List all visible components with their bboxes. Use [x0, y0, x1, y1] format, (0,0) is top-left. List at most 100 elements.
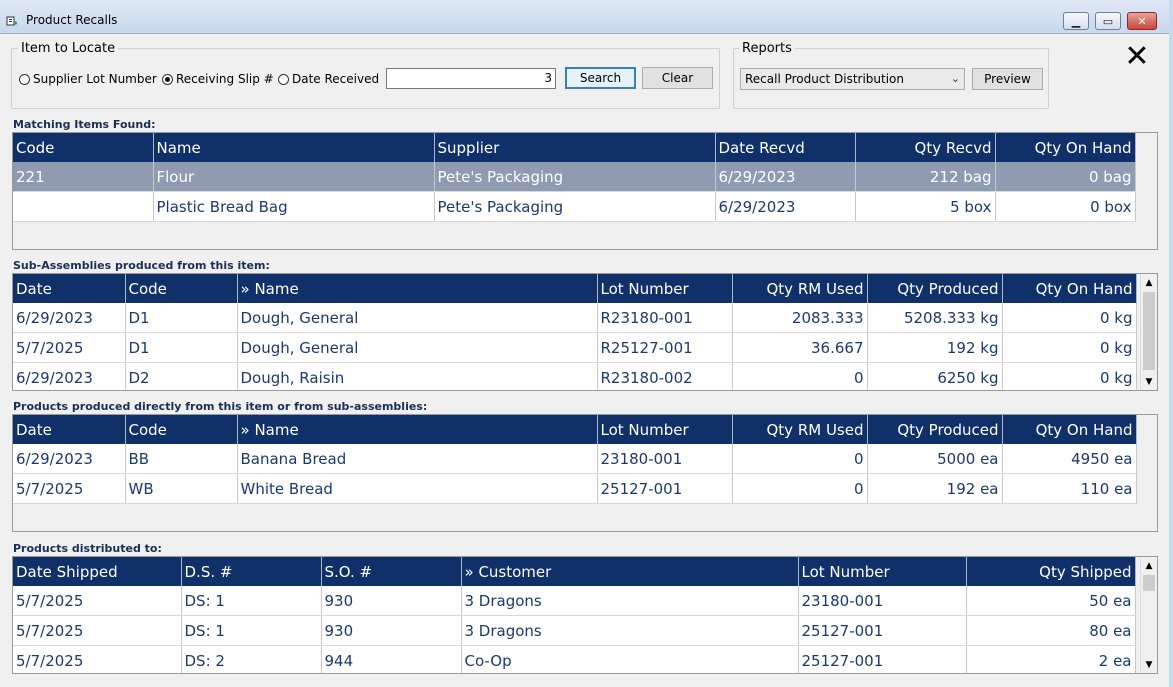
cell: White Bread: [237, 473, 598, 504]
col-header[interactable]: Date Shipped: [13, 557, 182, 586]
col-header[interactable]: Qty On Hand: [1002, 415, 1137, 444]
cell: 2 ea: [966, 645, 1136, 673]
col-header[interactable]: Lot Number: [597, 415, 733, 444]
table-row[interactable]: 5/7/2025 D1 Dough, General R25127-001 36…: [13, 332, 1137, 363]
col-header[interactable]: Name: [153, 133, 435, 162]
col-header[interactable]: Code: [125, 415, 238, 444]
chevron-down-icon: ⌄: [950, 72, 960, 85]
col-header[interactable]: Qty Produced: [867, 415, 1003, 444]
cell: 6/29/2023: [715, 191, 856, 222]
col-header[interactable]: Date Recvd: [715, 133, 856, 162]
col-header[interactable]: Code: [125, 274, 238, 303]
cell: 0: [732, 473, 868, 504]
scroll-thumb[interactable]: [1143, 292, 1155, 370]
cell: 3 Dragons: [461, 615, 799, 646]
col-header[interactable]: Qty Produced: [867, 274, 1003, 303]
reports-group: [733, 48, 1049, 109]
cell: 50 ea: [966, 586, 1136, 616]
cell: 5/7/2025: [13, 586, 182, 616]
scroll-thumb[interactable]: [1143, 575, 1155, 591]
col-header[interactable]: Date: [13, 274, 126, 303]
col-header[interactable]: Lot Number: [798, 557, 967, 586]
matching-items-grid[interactable]: Code Name Supplier Date Recvd Qty Recvd …: [12, 132, 1158, 250]
cell: 5/7/2025: [13, 473, 126, 504]
scroll-down-icon[interactable]: ▼: [1145, 659, 1153, 670]
distributed-grid[interactable]: Date Shipped D.S. # S.O. # » Customer Lo…: [12, 556, 1158, 674]
search-input[interactable]: 3: [386, 68, 556, 89]
radio-receiving-slip[interactable]: Receiving Slip #: [162, 71, 274, 87]
cell: 930: [321, 615, 462, 646]
col-header[interactable]: Code: [13, 133, 154, 162]
cell: 0 kg: [1002, 332, 1137, 363]
cell: D2: [125, 362, 238, 390]
table-row[interactable]: 5/7/2025 DS: 1 930 3 Dragons 25127-001 8…: [13, 615, 1136, 646]
clear-button[interactable]: Clear: [642, 67, 713, 89]
scroll-up-icon[interactable]: ▲: [1145, 277, 1153, 288]
col-header[interactable]: D.S. #: [181, 557, 322, 586]
radio-date-received[interactable]: Date Received: [278, 71, 379, 87]
col-header[interactable]: Date: [13, 415, 126, 444]
minimize-button[interactable]: ▁: [1063, 12, 1089, 30]
col-header[interactable]: » Customer: [461, 557, 799, 586]
report-select[interactable]: Recall Product Distribution ⌄: [740, 68, 965, 90]
scroll-up-icon[interactable]: ▲: [1145, 560, 1153, 571]
table-row[interactable]: Plastic Bread Bag Pete's Packaging 6/29/…: [13, 191, 1136, 222]
col-header[interactable]: » Name: [237, 415, 598, 444]
cell: DS: 1: [181, 586, 322, 616]
title-bar: Product Recalls ▁ ▭ ✕: [0, 0, 1173, 34]
col-header[interactable]: Qty On Hand: [1002, 274, 1137, 303]
table-row[interactable]: 5/7/2025 DS: 2 944 Co-Op 25127-001 2 ea: [13, 645, 1136, 673]
col-header[interactable]: Qty On Hand: [995, 133, 1136, 162]
subassemblies-grid[interactable]: Date Code » Name Lot Number Qty RM Used …: [12, 273, 1158, 391]
vertical-scrollbar[interactable]: ▲ ▼: [1140, 274, 1157, 390]
scroll-down-icon[interactable]: ▼: [1145, 376, 1153, 387]
col-header[interactable]: Qty Recvd: [855, 133, 996, 162]
table-row[interactable]: 6/29/2023 BB Banana Bread 23180-001 0 50…: [13, 444, 1137, 474]
radio-supplier-lot-number[interactable]: Supplier Lot Number: [19, 71, 157, 87]
table-row[interactable]: 5/7/2025 WB White Bread 25127-001 0 192 …: [13, 473, 1137, 504]
cell: Flour: [153, 162, 435, 192]
col-header[interactable]: Qty Shipped: [966, 557, 1136, 586]
close-form-icon[interactable]: ✕: [1124, 39, 1150, 74]
maximize-button[interactable]: ▭: [1095, 12, 1121, 30]
cell: 930: [321, 586, 462, 616]
col-header[interactable]: Supplier: [434, 133, 716, 162]
cell: 5/7/2025: [13, 332, 126, 363]
cell: 5208.333 kg: [867, 303, 1003, 333]
cell: R23180-002: [597, 362, 733, 390]
maximize-icon: ▭: [1102, 14, 1114, 28]
window-border: [1169, 0, 1173, 687]
table-row-selected[interactable]: 221 Flour Pete's Packaging 6/29/2023 212…: [13, 162, 1136, 192]
table-row[interactable]: 6/29/2023 D2 Dough, Raisin R23180-002 0 …: [13, 362, 1137, 390]
col-header[interactable]: Qty RM Used: [732, 274, 868, 303]
cell: BB: [125, 444, 238, 474]
cell: 192 ea: [867, 473, 1003, 504]
cell: 25127-001: [798, 645, 967, 673]
col-header[interactable]: » Name: [237, 274, 598, 303]
cell: Pete's Packaging: [434, 191, 716, 222]
products-grid[interactable]: Date Code » Name Lot Number Qty RM Used …: [12, 414, 1158, 532]
cell: 6/29/2023: [13, 444, 126, 474]
cell: WB: [125, 473, 238, 504]
table-row[interactable]: 6/29/2023 D1 Dough, General R23180-001 2…: [13, 303, 1137, 333]
cell: 3 Dragons: [461, 586, 799, 616]
table-row[interactable]: 5/7/2025 DS: 1 930 3 Dragons 23180-001 5…: [13, 586, 1136, 616]
cell: 6/29/2023: [13, 303, 126, 333]
preview-button[interactable]: Preview: [972, 68, 1043, 90]
col-header[interactable]: Lot Number: [597, 274, 733, 303]
cell: 6/29/2023: [715, 162, 856, 192]
vertical-scrollbar[interactable]: ▲ ▼: [1140, 557, 1157, 673]
cell: 36.667: [732, 332, 868, 363]
grid-header-row: Date Shipped D.S. # S.O. # » Customer Lo…: [13, 557, 1136, 586]
window-close-button[interactable]: ✕: [1127, 12, 1157, 30]
cell: 25127-001: [798, 615, 967, 646]
radio-indicator: [19, 73, 30, 85]
search-button[interactable]: Search: [565, 67, 636, 89]
cell: 0 kg: [1002, 362, 1137, 390]
cell: Plastic Bread Bag: [153, 191, 435, 222]
grid-header-row: Code Name Supplier Date Recvd Qty Recvd …: [13, 133, 1136, 162]
col-header[interactable]: S.O. #: [321, 557, 462, 586]
grid-header-row: Date Code » Name Lot Number Qty RM Used …: [13, 274, 1137, 303]
item-to-locate-group: [11, 48, 720, 109]
col-header[interactable]: Qty RM Used: [732, 415, 868, 444]
